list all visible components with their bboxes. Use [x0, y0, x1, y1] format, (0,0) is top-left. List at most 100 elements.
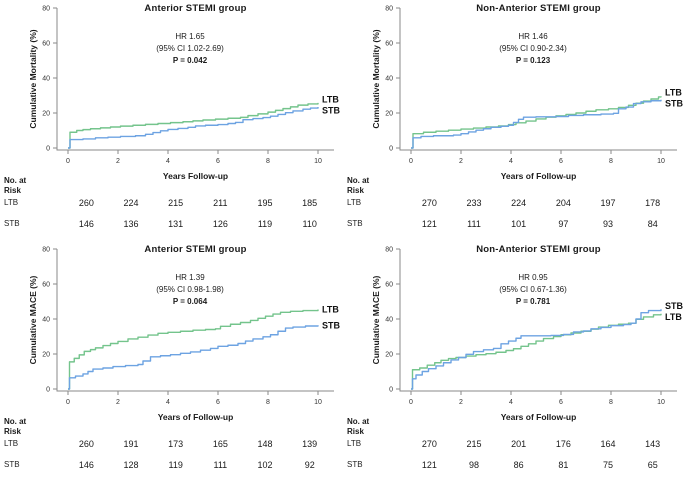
- p-value: P = 0.781: [515, 297, 551, 306]
- series-line-stb: [68, 107, 319, 149]
- x-tick-label: 4: [509, 399, 513, 406]
- risk-count: 270: [421, 198, 437, 208]
- y-axis-label: Cumulative Mortality (%): [28, 29, 38, 129]
- y-tick-label: 0: [389, 387, 393, 394]
- risk-count: 195: [257, 198, 273, 208]
- x-tick-label: 8: [609, 399, 613, 406]
- risk-count: 111: [467, 219, 481, 229]
- risk-count: 165: [212, 439, 228, 449]
- x-tick-label: 4: [166, 158, 170, 165]
- risk-header-line1: No. at: [347, 176, 370, 185]
- risk-values: 270 233 224 204 197 178: [407, 198, 675, 208]
- risk-count: 110: [302, 219, 317, 229]
- y-tick-label: 60: [42, 282, 50, 289]
- y-tick-label: 80: [385, 6, 393, 13]
- series-line-ltb: [68, 102, 319, 149]
- x-tick-label: 8: [609, 158, 613, 165]
- series-line-ltb: [411, 96, 662, 149]
- panel-title: Non-Anterior STEMI group: [476, 3, 601, 14]
- x-tick-label: 8: [266, 158, 270, 165]
- ci-value: (95% CI 0.90-2.34): [499, 44, 567, 53]
- x-tick-label: 6: [559, 399, 563, 406]
- risk-table-header: No. at Risk: [4, 417, 26, 437]
- y-tick-label: 40: [42, 76, 50, 83]
- risk-count: 121: [421, 460, 437, 470]
- x-tick-label: 8: [266, 399, 270, 406]
- panel-nonanterior-mace: 0 20 40 60 80 0 2 4 6 8 10 STB LTB Non-Anterior STEM…: [343, 241, 685, 482]
- axes: [56, 249, 334, 392]
- risk-count: 136: [123, 219, 139, 229]
- risk-header-line1: No. at: [4, 417, 27, 426]
- risk-count: 93: [603, 219, 614, 229]
- risk-row-stb: STB 146 136 131 126 119 110: [0, 219, 342, 231]
- risk-count: 126: [212, 219, 228, 229]
- risk-values: 260 224 215 211 195 185: [64, 198, 332, 208]
- risk-count: 173: [168, 439, 184, 449]
- risk-row-label: STB: [347, 460, 363, 469]
- risk-count: 148: [257, 439, 273, 449]
- series-line-ltb: [411, 313, 662, 390]
- risk-row-label: STB: [4, 219, 20, 228]
- axes: [399, 249, 677, 392]
- risk-count: 146: [78, 460, 94, 470]
- risk-count: 185: [302, 198, 318, 208]
- x-tick-label: 0: [409, 399, 413, 406]
- panel-title: Non-Anterior STEMI group: [476, 244, 601, 255]
- x-tick-label: 0: [409, 158, 413, 165]
- risk-header-line1: No. at: [347, 417, 370, 426]
- risk-count: 224: [511, 198, 527, 208]
- y-tick-label: 20: [42, 352, 50, 359]
- y-tick-label: 20: [385, 352, 393, 359]
- axes: [399, 8, 677, 151]
- risk-count: 131: [168, 219, 184, 229]
- risk-count: 102: [257, 460, 273, 470]
- hr-annotation: HR 1.46 (95% CI 0.90-2.34) P = 0.123: [393, 31, 673, 67]
- y-tick-label: 20: [42, 111, 50, 118]
- x-tick-label: 2: [459, 158, 463, 165]
- p-value: P = 0.123: [515, 56, 551, 65]
- x-tick-label: 2: [116, 158, 120, 165]
- p-value: P = 0.064: [172, 297, 208, 306]
- risk-row-stb: STB 146 128 119 111 102 92: [0, 460, 342, 472]
- risk-count: 178: [645, 198, 661, 208]
- risk-count: 92: [304, 460, 315, 470]
- x-tick-label: 10: [314, 399, 322, 406]
- risk-count: 201: [511, 439, 527, 449]
- risk-count: 84: [647, 219, 658, 229]
- risk-count: 101: [511, 219, 527, 229]
- risk-count: 215: [168, 198, 184, 208]
- curve-label-stb: STB: [665, 301, 684, 311]
- curve-label-stb: STB: [322, 105, 341, 115]
- risk-row-label: LTB: [347, 198, 362, 207]
- risk-header-line2: Risk: [347, 427, 364, 436]
- risk-row-label: LTB: [4, 198, 19, 207]
- ci-value: (95% CI 0.98-1.98): [156, 285, 224, 294]
- risk-header-line2: Risk: [347, 186, 364, 195]
- x-tick-label: 2: [459, 399, 463, 406]
- y-axis-label: Cumulative MACE (%): [28, 275, 38, 365]
- risk-row-label: LTB: [4, 439, 19, 448]
- risk-table-header: No. at Risk: [347, 417, 369, 437]
- x-tick-label: 2: [116, 399, 120, 406]
- hr-value: HR 1.39: [175, 273, 205, 282]
- hr-annotation: HR 1.65 (95% CI 1.02-2.69) P = 0.042: [50, 31, 330, 67]
- risk-row-ltb: LTB 270 215 201 176 164 143: [343, 439, 685, 451]
- p-value: P = 0.042: [172, 56, 208, 65]
- risk-count: 75: [603, 460, 614, 470]
- y-tick-label: 0: [46, 387, 50, 394]
- hr-annotation: HR 0.95 (95% CI 0.67-1.36) P = 0.781: [393, 272, 673, 308]
- x-axis-label: Years of Follow-up: [157, 412, 234, 422]
- curve-label-stb: STB: [322, 320, 341, 330]
- risk-count: 197: [600, 198, 616, 208]
- y-tick-label: 40: [42, 317, 50, 324]
- risk-values: 260 191 173 165 148 139: [64, 439, 332, 449]
- hr-value: HR 0.95: [518, 273, 548, 282]
- y-tick-label: 40: [385, 76, 393, 83]
- series-line-ltb: [68, 309, 319, 390]
- hr-annotation: HR 1.39 (95% CI 0.98-1.98) P = 0.064: [50, 272, 330, 308]
- x-axis-label: Years Follow-up: [162, 171, 229, 181]
- curve-label-stb: STB: [665, 98, 684, 108]
- risk-row-label: LTB: [347, 439, 362, 448]
